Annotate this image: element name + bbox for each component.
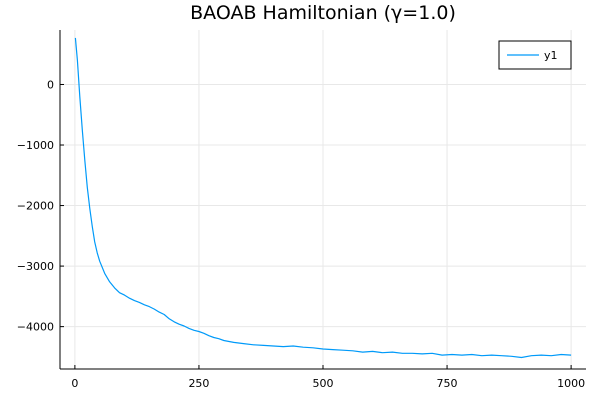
y-tick-label: −3000 [17,260,54,273]
y-tick-label: 0 [47,78,54,91]
series-layer [74,37,572,359]
chart-title: BAOAB Hamiltonian (γ=1.0) [190,2,456,24]
y-tick-label: −1000 [17,139,54,152]
y-tick-label: −4000 [17,321,54,334]
x-tick-label: 500 [313,377,334,390]
y-tick-label: −2000 [17,200,54,213]
x-tick-label: 250 [188,377,209,390]
series-line-y1 [74,37,572,359]
x-tick-label: 750 [437,377,458,390]
legend: y1 [498,40,572,70]
x-tick-label: 0 [71,377,78,390]
x-tick-label: 1000 [557,377,585,390]
legend-label-y1: y1 [544,49,558,62]
tick-labels: 0 250 500 750 1000 0 −1000 −2000 −3000 −4000 [17,78,585,390]
grid [60,30,586,369]
